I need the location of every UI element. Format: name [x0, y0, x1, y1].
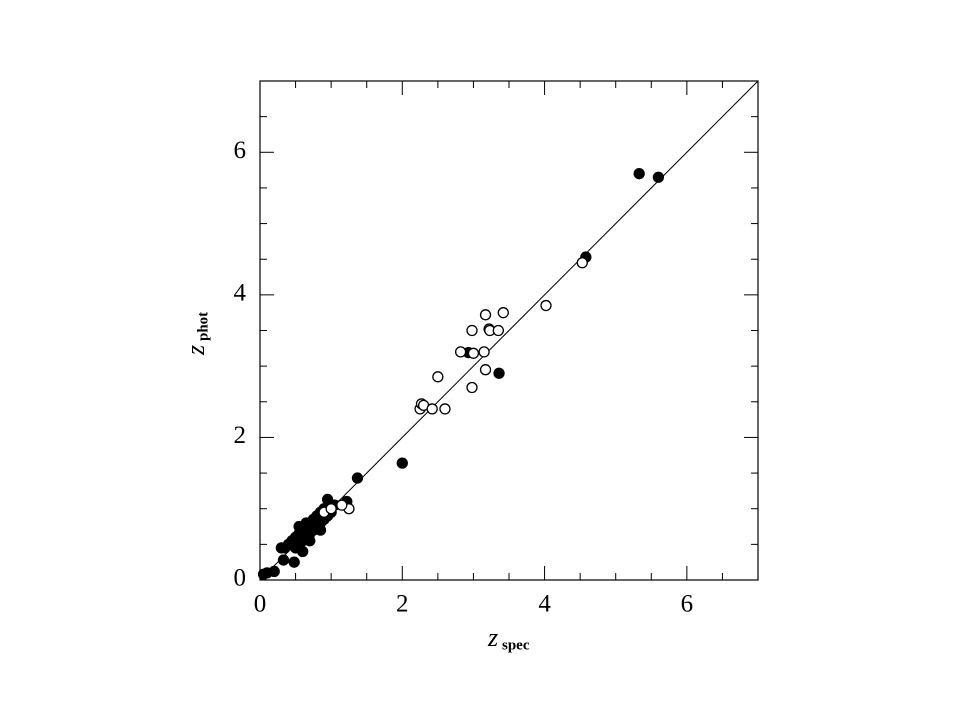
- data-point: [336, 499, 348, 511]
- y-axis-label-group: z phot: [181, 312, 211, 356]
- data-point: [432, 371, 444, 383]
- x-tick-label: 2: [396, 591, 409, 618]
- y-tick-label: 4: [234, 280, 247, 307]
- data-point: [288, 556, 300, 568]
- data-point: [479, 309, 492, 321]
- data-point: [652, 171, 665, 183]
- data-point: [493, 367, 505, 379]
- data-point: [454, 346, 467, 358]
- data-point: [492, 324, 504, 337]
- data-point: [304, 535, 316, 547]
- identity-line: [259, 80, 759, 581]
- y-axis-label-subscript: phot: [195, 312, 211, 341]
- x-tick-label: 4: [538, 591, 551, 618]
- y-axis-label: z: [181, 345, 210, 356]
- data-point: [439, 403, 451, 415]
- data-point: [325, 503, 337, 515]
- data-point: [466, 324, 478, 337]
- data-point: [467, 347, 480, 359]
- data-point: [351, 472, 364, 484]
- x-axis-label: z: [487, 623, 498, 652]
- data-point: [466, 381, 478, 394]
- data-point: [540, 299, 552, 312]
- data-point: [277, 554, 290, 566]
- data-point: [497, 307, 509, 319]
- data-point: [478, 346, 490, 358]
- y-tick-label: 0: [234, 565, 247, 592]
- data-point: [268, 565, 280, 578]
- data-point: [297, 545, 309, 558]
- y-tick-label: 2: [234, 422, 247, 449]
- x-tick-label: 6: [681, 591, 694, 618]
- data-point: [633, 168, 645, 180]
- data-point: [576, 257, 588, 269]
- data-point: [396, 457, 408, 469]
- data-point: [426, 403, 438, 415]
- data-point: [257, 568, 270, 580]
- data-point: [479, 364, 492, 376]
- y-tick-label: 6: [234, 137, 247, 164]
- x-axis-label-subscript: spec: [502, 637, 530, 653]
- data-point: [275, 542, 287, 554]
- data-point: [293, 520, 305, 533]
- x-tick-label: 0: [254, 591, 267, 618]
- data-point: [314, 524, 327, 536]
